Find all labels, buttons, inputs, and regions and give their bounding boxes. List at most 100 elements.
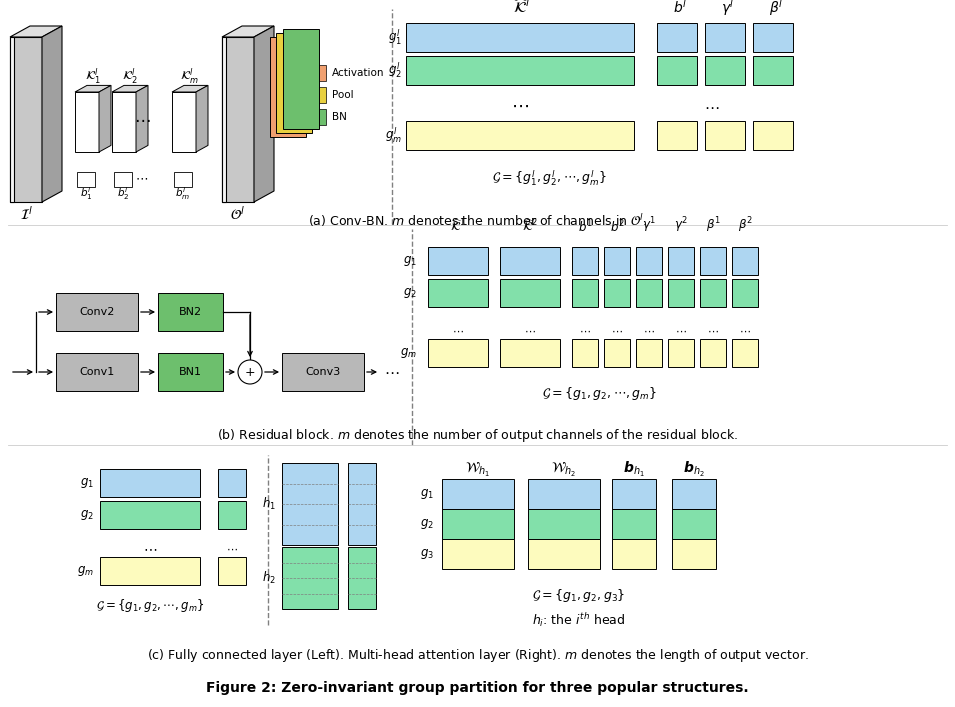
Polygon shape: [222, 26, 274, 37]
FancyBboxPatch shape: [668, 247, 694, 275]
Text: $b^l$: $b^l$: [672, 0, 688, 16]
FancyBboxPatch shape: [572, 247, 598, 275]
Text: BN1: BN1: [179, 367, 202, 377]
FancyBboxPatch shape: [700, 279, 726, 307]
Text: $\cdots$: $\cdots$: [452, 326, 464, 336]
FancyBboxPatch shape: [604, 339, 630, 367]
Text: $\cdots$: $\cdots$: [384, 365, 400, 380]
Text: $\boldsymbol{b}_{h_1}$: $\boldsymbol{b}_{h_1}$: [623, 460, 645, 479]
Text: Conv1: Conv1: [79, 367, 115, 377]
Text: $g_m$: $g_m$: [77, 564, 94, 578]
Text: Pool: Pool: [332, 90, 353, 100]
Text: $\beta^l$: $\beta^l$: [769, 0, 783, 18]
FancyBboxPatch shape: [406, 23, 634, 52]
FancyBboxPatch shape: [218, 501, 246, 529]
FancyBboxPatch shape: [732, 247, 758, 275]
Text: $g^l_1$: $g^l_1$: [388, 28, 402, 47]
FancyBboxPatch shape: [572, 339, 598, 367]
FancyBboxPatch shape: [348, 547, 376, 609]
Text: $\cdots$: $\cdots$: [704, 99, 720, 114]
Polygon shape: [112, 92, 136, 152]
Text: $\mathcal{G} = \{g_1, g_2, \cdots, g_m\}$: $\mathcal{G} = \{g_1, g_2, \cdots, g_m\}…: [96, 597, 204, 614]
Polygon shape: [270, 37, 306, 137]
FancyBboxPatch shape: [406, 121, 634, 150]
FancyBboxPatch shape: [528, 479, 600, 509]
Text: $g_m$: $g_m$: [400, 346, 417, 360]
Polygon shape: [10, 26, 62, 37]
Text: $\mathcal{G} = \{g_1, g_2, g_3\}$: $\mathcal{G} = \{g_1, g_2, g_3\}$: [532, 587, 626, 604]
Text: $b^1$: $b^1$: [578, 218, 592, 235]
Text: $g^l_2$: $g^l_2$: [388, 61, 402, 80]
FancyBboxPatch shape: [218, 557, 246, 585]
FancyBboxPatch shape: [500, 339, 560, 367]
Text: Conv3: Conv3: [306, 367, 341, 377]
FancyBboxPatch shape: [572, 279, 598, 307]
FancyBboxPatch shape: [705, 56, 745, 85]
FancyBboxPatch shape: [442, 479, 514, 509]
FancyBboxPatch shape: [174, 172, 192, 187]
FancyBboxPatch shape: [672, 479, 716, 509]
Text: $g_1$: $g_1$: [80, 476, 94, 490]
Text: $\gamma^l$: $\gamma^l$: [721, 0, 734, 18]
FancyBboxPatch shape: [528, 539, 600, 569]
FancyBboxPatch shape: [282, 547, 338, 609]
Text: $h_1$: $h_1$: [262, 496, 276, 512]
FancyBboxPatch shape: [428, 339, 488, 367]
Text: $\mathcal{G} = \{g^l_1, g^l_2, \cdots, g^l_m\}$: $\mathcal{G} = \{g^l_1, g^l_2, \cdots, g…: [493, 168, 607, 187]
FancyBboxPatch shape: [282, 353, 364, 391]
FancyBboxPatch shape: [500, 247, 560, 275]
Polygon shape: [10, 37, 13, 202]
FancyBboxPatch shape: [657, 121, 697, 150]
Text: $g_1$: $g_1$: [403, 254, 417, 268]
FancyBboxPatch shape: [310, 109, 326, 125]
Polygon shape: [112, 86, 148, 92]
Polygon shape: [172, 92, 196, 152]
FancyBboxPatch shape: [700, 339, 726, 367]
Text: $\widehat{\mathcal{K}}^l$: $\widehat{\mathcal{K}}^l$: [513, 0, 531, 16]
Text: $g_2$: $g_2$: [403, 286, 417, 300]
FancyBboxPatch shape: [310, 87, 326, 103]
FancyBboxPatch shape: [158, 353, 223, 391]
Polygon shape: [75, 92, 99, 152]
Circle shape: [238, 360, 262, 384]
FancyBboxPatch shape: [100, 469, 200, 497]
FancyBboxPatch shape: [753, 56, 793, 85]
Polygon shape: [42, 26, 62, 202]
Text: $g_2$: $g_2$: [420, 517, 434, 531]
Text: $\cdots$: $\cdots$: [134, 110, 150, 128]
FancyBboxPatch shape: [657, 56, 697, 85]
Text: $\cdots$: $\cdots$: [226, 544, 238, 554]
Text: (b) Residual block. $m$ denotes the number of output channels of the residual bl: (b) Residual block. $m$ denotes the numb…: [217, 427, 738, 444]
Text: $\gamma^1$: $\gamma^1$: [642, 216, 656, 235]
Polygon shape: [10, 37, 42, 202]
Text: $\mathcal{K}^l_2$: $\mathcal{K}^l_2$: [122, 67, 138, 86]
FancyBboxPatch shape: [732, 279, 758, 307]
Text: $\gamma^2$: $\gamma^2$: [674, 216, 688, 235]
FancyBboxPatch shape: [282, 463, 338, 545]
Text: $g_1$: $g_1$: [420, 487, 434, 501]
Text: $h_2$: $h_2$: [262, 570, 276, 586]
Polygon shape: [276, 33, 312, 133]
Text: Figure 2: Zero-invariant group partition for three popular structures.: Figure 2: Zero-invariant group partition…: [206, 681, 749, 695]
Text: $\mathcal{W}_{h_1}$: $\mathcal{W}_{h_1}$: [465, 461, 491, 479]
FancyBboxPatch shape: [636, 339, 662, 367]
Text: $\cdots$: $\cdots$: [675, 326, 687, 336]
Text: $g^l_m$: $g^l_m$: [385, 126, 402, 145]
Polygon shape: [254, 26, 274, 202]
Text: $\widehat{\mathcal{K}}^1$: $\widehat{\mathcal{K}}^1$: [450, 218, 466, 235]
Text: $\boldsymbol{b}_{h_2}$: $\boldsymbol{b}_{h_2}$: [683, 460, 705, 479]
FancyBboxPatch shape: [77, 172, 95, 187]
FancyBboxPatch shape: [528, 509, 600, 539]
FancyBboxPatch shape: [700, 247, 726, 275]
FancyBboxPatch shape: [753, 23, 793, 52]
FancyBboxPatch shape: [100, 501, 200, 529]
FancyBboxPatch shape: [56, 293, 138, 331]
Text: $\beta^2$: $\beta^2$: [737, 216, 753, 235]
FancyBboxPatch shape: [668, 279, 694, 307]
FancyBboxPatch shape: [705, 23, 745, 52]
Text: $\cdots$: $\cdots$: [739, 326, 751, 336]
Text: $\mathcal{I}^l$: $\mathcal{I}^l$: [20, 205, 32, 223]
Polygon shape: [99, 86, 111, 152]
Text: $\widehat{\mathcal{K}}^2$: $\widehat{\mathcal{K}}^2$: [522, 218, 538, 235]
Text: BN2: BN2: [179, 307, 202, 317]
